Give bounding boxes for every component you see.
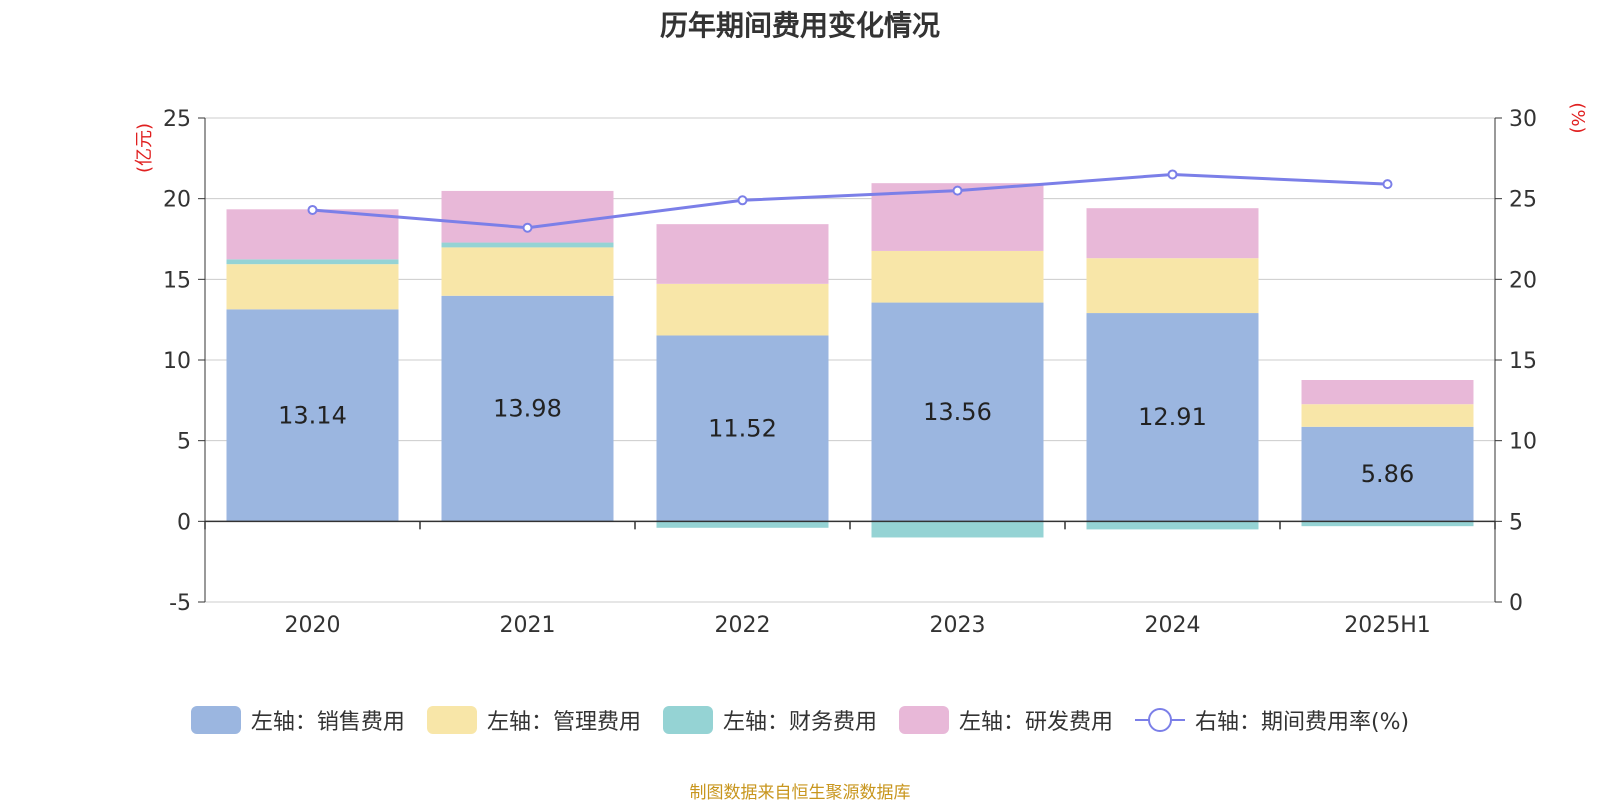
bar-segment — [1086, 208, 1259, 259]
bar-segment — [656, 283, 829, 336]
bar-segment — [441, 247, 614, 296]
expense-rate-line — [312, 172, 1388, 230]
x-tick-label: 2022 — [715, 613, 771, 638]
bar-segment — [226, 259, 399, 265]
left-tick-label: 10 — [163, 349, 191, 374]
left-tick-label: 15 — [163, 268, 191, 293]
chart-title: 历年期间费用变化情况 — [659, 9, 940, 42]
legend-label-expense-rate: 右轴：期间费用率(%) — [1194, 710, 1410, 735]
left-tick-label: 5 — [177, 430, 191, 455]
bar-segment — [871, 302, 1044, 522]
bar-segment — [226, 264, 399, 310]
legend-item-admin[interactable]: 左轴：管理费用 — [426, 704, 641, 736]
legend-label-rnd: 左轴：研发费用 — [958, 710, 1113, 735]
bar-segment — [871, 521, 1044, 538]
source-note: 制图数据来自恒生聚源数据库 — [689, 783, 911, 803]
x-tick-label: 2021 — [500, 613, 556, 638]
bar-segment — [656, 335, 829, 522]
legend-label-admin: 左轴：管理费用 — [486, 710, 641, 735]
bar-segment — [1086, 258, 1259, 314]
right-tick-label: 30 — [1509, 107, 1537, 132]
bar-segment — [1086, 313, 1259, 522]
x-tick-label: 2025H1 — [1344, 613, 1431, 638]
bar-segment — [226, 209, 399, 260]
bar-segment — [226, 309, 399, 522]
expense-rate-point — [1167, 169, 1178, 180]
bar-segment — [1086, 521, 1259, 530]
left-axis-unit: (亿元) — [134, 123, 155, 173]
right-tick-label: 20 — [1509, 268, 1537, 293]
bar-segment — [656, 224, 829, 284]
legend-swatch-sales — [190, 706, 241, 734]
bar-segment — [656, 521, 829, 528]
bar-segment — [441, 295, 614, 522]
x-tick-label: 2023 — [930, 613, 986, 638]
left-tick-label: 25 — [163, 107, 191, 132]
legend-item-expense-rate[interactable]: 右轴：期间费用率(%) — [1134, 704, 1410, 736]
left-tick-label: -5 — [169, 591, 191, 616]
bar-data-label: 12.91 — [1138, 403, 1207, 431]
bar-segment — [441, 190, 614, 243]
legend-label-sales: 左轴：销售费用 — [250, 710, 405, 735]
legend-swatch-expense-rate — [1134, 706, 1185, 734]
bar-segment — [871, 250, 1044, 303]
bar-data-label: 11.52 — [708, 414, 777, 442]
bar-segment — [1301, 521, 1474, 527]
legend-item-sales[interactable]: 左轴：销售费用 — [190, 704, 405, 736]
right-tick-label: 0 — [1509, 591, 1523, 616]
left-tick-label: 20 — [163, 188, 191, 213]
bar-segment — [1301, 426, 1474, 522]
right-axis-unit: (%) — [1567, 102, 1588, 133]
expense-rate-point — [737, 195, 748, 206]
x-tick-label: 2024 — [1145, 613, 1201, 638]
legend-swatch-finance — [662, 706, 713, 734]
expense-rate-point — [952, 185, 963, 196]
expense-rate-point — [522, 222, 533, 233]
legend-item-rnd[interactable]: 左轴：研发费用 — [898, 704, 1113, 736]
bar-segment — [1301, 380, 1474, 405]
bar-segment — [441, 242, 614, 248]
right-tick-label: 5 — [1509, 510, 1523, 535]
bar-data-label: 13.98 — [493, 395, 562, 423]
bar-data-label: 13.56 — [923, 398, 992, 426]
right-tick-label: 25 — [1509, 188, 1537, 213]
chart-canvas: 25 20 15 10 5 0 -5 30 25 20 15 10 5 0 (亿元) (%) 13.14 2020… — [134, 102, 1588, 638]
legend-swatch-rnd — [898, 706, 949, 734]
bar-segment — [1301, 404, 1474, 427]
bar-data-label: 13.14 — [278, 401, 347, 429]
legend-swatch-admin — [426, 706, 477, 734]
expense-rate-point — [307, 204, 318, 215]
legend-label-finance: 左轴：财务费用 — [722, 710, 877, 735]
legend-item-finance[interactable]: 左轴：财务费用 — [662, 704, 877, 736]
right-tick-label: 10 — [1509, 430, 1537, 455]
x-tick-label: 2020 — [285, 613, 341, 638]
expense-rate-point — [1382, 179, 1393, 190]
legend: 左轴：销售费用 左轴：管理费用 左轴：财务费用 左轴：研发费用 右轴：期间费用率… — [0, 700, 1600, 740]
bar-data-label: 5.86 — [1361, 460, 1414, 488]
left-tick-label: 0 — [177, 510, 191, 535]
right-tick-label: 15 — [1509, 349, 1537, 374]
